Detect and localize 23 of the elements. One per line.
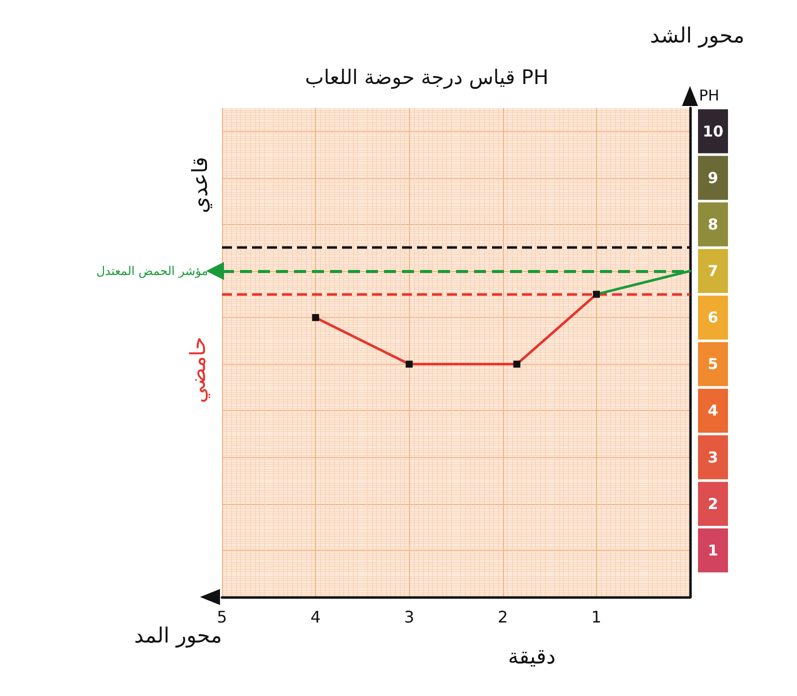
y-tick-label: 4 — [708, 402, 718, 420]
y-tick-label: 9 — [708, 168, 718, 187]
chart-title: قياس درجة حوضة اللعاب PH — [305, 65, 549, 89]
text: حامضي — [186, 336, 211, 404]
y-axis-title: محور الشد — [650, 24, 744, 48]
y-tick-label: 3 — [708, 448, 718, 466]
text: قاعدي — [188, 156, 213, 214]
ref-line-label: مؤشر الحمض المعتدل — [96, 264, 208, 278]
y-tick-label: 8 — [708, 215, 718, 234]
y-tick-label: 7 — [708, 262, 718, 280]
y-tick-label: 1 — [708, 541, 718, 560]
y-tick-label: 2 — [708, 494, 718, 513]
x-tick-label: 5 — [216, 608, 228, 626]
x-tick-label: 3 — [404, 608, 414, 626]
x-tick-label: 1 — [591, 608, 602, 626]
x-tick-label: 4 — [310, 608, 321, 626]
x-axis-title: محور المد — [134, 624, 222, 648]
x-tick-label: 2 — [498, 608, 508, 626]
y-tick-label: 5 — [708, 355, 718, 374]
text: PH — [699, 86, 720, 104]
y-tick-label: 6 — [708, 308, 718, 327]
text: دقيقة — [508, 644, 556, 668]
y-tick-label: 10 — [702, 122, 724, 140]
